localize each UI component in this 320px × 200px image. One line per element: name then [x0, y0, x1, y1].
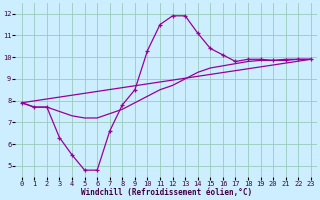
- X-axis label: Windchill (Refroidissement éolien,°C): Windchill (Refroidissement éolien,°C): [81, 188, 252, 197]
